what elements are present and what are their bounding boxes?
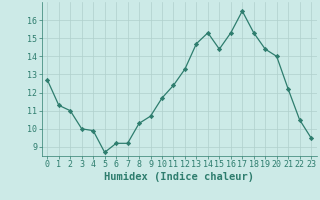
X-axis label: Humidex (Indice chaleur): Humidex (Indice chaleur): [104, 172, 254, 182]
